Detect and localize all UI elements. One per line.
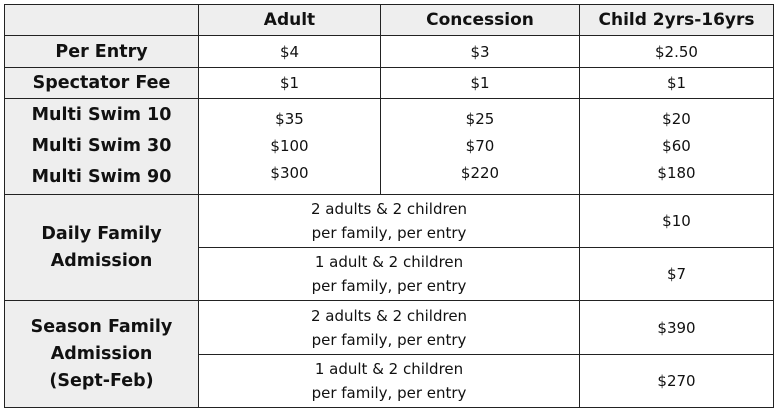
season-family-option-1-line-2: per family, per entry [311, 330, 467, 349]
per-entry-adult-price: $4 [198, 35, 381, 68]
multi-swim-10-child-price: $20 [662, 110, 691, 128]
row-season-family-option-1: Season Family Admission (Sept-Feb) 2 adu… [4, 300, 774, 408]
season-family-option-1-description: 2 adults & 2 children per family, per en… [198, 300, 580, 355]
season-family-label-line-2: Admission [50, 343, 153, 364]
multi-swim-90-adult-price: $300 [270, 164, 309, 182]
multi-swim-labels: Multi Swim 10 Multi Swim 30 Multi Swim 9… [4, 98, 199, 195]
multi-swim-adult-prices: $35 $100 $300 [198, 98, 381, 195]
multi-swim-90-child-price: $180 [657, 164, 696, 182]
season-family-option-1-price: $390 [579, 300, 774, 355]
row-spectator-fee: Spectator Fee $1 $1 $1 [4, 67, 774, 99]
season-family-option-2-line-1: 1 adult & 2 children [314, 360, 464, 378]
per-entry-concession-price: $3 [380, 35, 580, 68]
season-family-option-2-description: 1 adult & 2 children per family, per ent… [198, 354, 580, 408]
row-multi-swim: Multi Swim 10 Multi Swim 30 Multi Swim 9… [4, 98, 774, 195]
spectator-fee-child-price: $1 [579, 67, 774, 99]
daily-family-option-2-description: 1 adult & 2 children per family, per ent… [198, 247, 580, 301]
header-row: Adult Concession Child 2yrs-16yrs [4, 4, 774, 36]
header-child: Child 2yrs-16yrs [579, 4, 774, 36]
spectator-fee-label: Spectator Fee [4, 67, 199, 99]
daily-family-option-1-line-2: per family, per entry [311, 224, 467, 242]
spectator-fee-adult-price: $1 [198, 67, 381, 99]
multi-swim-30-label: Multi Swim 30 [31, 136, 172, 156]
multi-swim-concession-prices: $25 $70 $220 [380, 98, 580, 195]
multi-swim-90-concession-price: $220 [460, 164, 500, 182]
daily-family-option-1-line-1: 2 adults & 2 children [310, 200, 468, 218]
season-family-label-line-3: (Sept-Feb) [49, 370, 154, 391]
season-family-option-2-price: $270 [579, 354, 774, 408]
daily-family-option-1-price: $10 [579, 194, 774, 248]
pricing-table: Adult Concession Child 2yrs-16yrs Per En… [4, 4, 774, 408]
daily-family-label-line-2: Admission [50, 250, 153, 271]
header-concession: Concession [380, 4, 580, 36]
season-family-label: Season Family Admission (Sept-Feb) [4, 300, 199, 408]
season-family-label-line-1: Season Family [30, 316, 173, 337]
multi-swim-30-child-price: $60 [662, 137, 691, 155]
multi-swim-child-prices: $20 $60 $180 [579, 98, 774, 195]
daily-family-option-2-line-2: per family, per entry [311, 277, 467, 295]
row-daily-family-option-2: 1 adult & 2 children per family, per ent… [5, 247, 774, 301]
spectator-fee-concession-price: $1 [380, 67, 580, 99]
per-entry-child-price: $2.50 [579, 35, 774, 68]
season-family-option-1-line-1: 2 adults & 2 children [310, 306, 468, 325]
row-per-entry: Per Entry $4 $3 $2.50 [4, 35, 774, 68]
row-daily-family-option-1: Daily Family Admission 2 adults & 2 chil… [4, 194, 774, 301]
daily-family-option-1-description: 2 adults & 2 children per family, per en… [198, 194, 580, 248]
daily-family-label: Daily Family Admission [4, 194, 199, 301]
multi-swim-30-concession-price: $70 [465, 137, 495, 155]
multi-swim-90-label: Multi Swim 90 [31, 167, 172, 187]
header-adult: Adult [198, 4, 381, 36]
row-season-family-option-2: 1 adult & 2 children per family, per ent… [5, 354, 774, 408]
daily-family-option-2-line-1: 1 adult & 2 children [314, 253, 464, 271]
multi-swim-10-label: Multi Swim 10 [31, 105, 172, 125]
multi-swim-10-concession-price: $25 [465, 110, 495, 128]
header-corner-cell [4, 4, 199, 36]
season-family-option-2-line-2: per family, per entry [311, 384, 467, 402]
per-entry-label: Per Entry [4, 35, 199, 68]
multi-swim-30-adult-price: $100 [270, 137, 309, 155]
multi-swim-10-adult-price: $35 [275, 110, 304, 128]
daily-family-label-line-1: Daily Family [41, 223, 162, 244]
daily-family-option-2-price: $7 [579, 247, 774, 301]
